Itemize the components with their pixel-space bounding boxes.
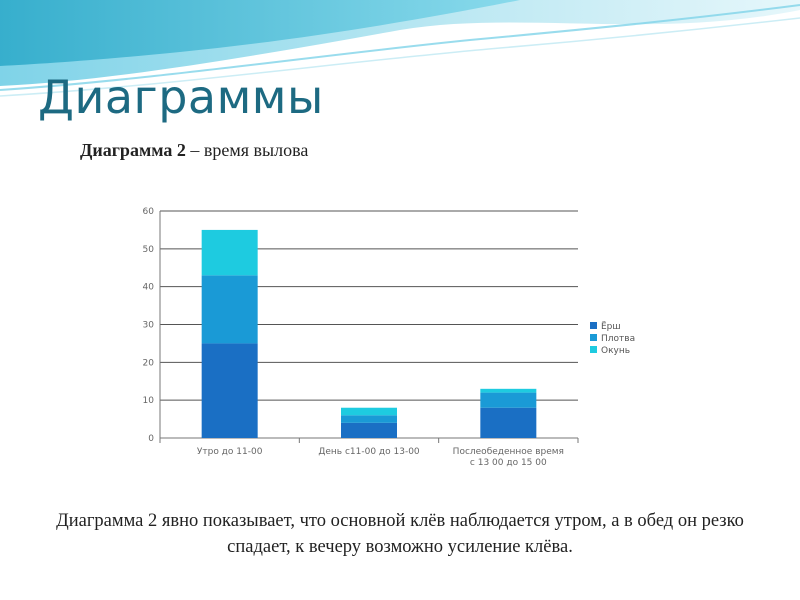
legend-swatch bbox=[590, 334, 597, 341]
bar-segment-Окунь bbox=[201, 229, 258, 276]
y-tick-label: 10 bbox=[143, 396, 155, 406]
bar-segment-Плотва bbox=[201, 275, 258, 344]
x-tick-label: День с11-00 до 13-00 bbox=[318, 447, 420, 457]
slide-title: Диаграммы bbox=[38, 70, 324, 124]
legend-label: Плотва bbox=[601, 334, 635, 344]
y-tick-label: 50 bbox=[143, 245, 155, 255]
chart-caption: Диаграмма 2 – время вылова bbox=[80, 140, 308, 161]
bar-segment-Окунь bbox=[341, 407, 397, 416]
y-tick-label: 30 bbox=[143, 321, 155, 331]
x-tick-label: Утро до 11-00 bbox=[197, 447, 263, 457]
y-tick-label: 0 bbox=[148, 434, 154, 444]
bar-segment-Ёрш bbox=[480, 407, 537, 438]
bar-segment-Окунь bbox=[480, 388, 537, 393]
x-tick-label: Послеобеденное время bbox=[453, 447, 564, 457]
y-tick-label: 40 bbox=[143, 283, 155, 293]
legend-label: Окунь bbox=[601, 346, 630, 356]
chart-description: Диаграмма 2 явно показывает, что основно… bbox=[56, 511, 744, 557]
y-tick-label: 60 bbox=[143, 207, 155, 217]
bar-segment-Плотва bbox=[341, 415, 397, 423]
y-tick-label: 20 bbox=[143, 358, 155, 368]
bar-segment-Ёрш bbox=[341, 422, 397, 438]
legend-swatch bbox=[590, 322, 597, 329]
legend-label: Ёрш bbox=[601, 321, 621, 332]
legend-swatch bbox=[590, 346, 597, 353]
x-tick-label: с 13 00 до 15 00 bbox=[470, 458, 547, 468]
chart-caption-bold: Диаграмма 2 bbox=[80, 140, 186, 160]
bar-segment-Плотва bbox=[480, 392, 537, 408]
header-wave-decoration bbox=[0, 0, 800, 97]
chart-caption-rest: – время вылова bbox=[185, 140, 309, 160]
bar-segment-Ёрш bbox=[201, 343, 258, 438]
